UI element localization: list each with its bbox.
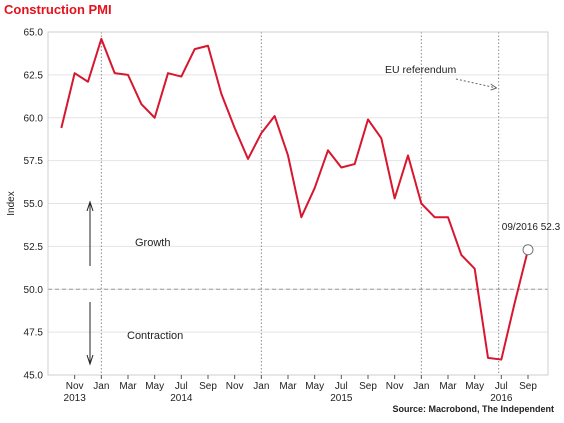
y-tick-label: 57.5 <box>24 156 44 167</box>
x-tick-label: Mar <box>119 381 137 392</box>
x-tick-label: Jul <box>495 381 508 392</box>
x-tick-label: Sep <box>519 381 537 392</box>
eu-referendum-label: EU referendum <box>385 64 456 76</box>
chart-title: Construction PMI <box>4 2 112 17</box>
annotations: 09/2016 52.3 EU referendum Growth Contracti… <box>86 64 561 366</box>
y-tick-label: 47.5 <box>24 328 44 339</box>
plot-area <box>47 31 549 376</box>
contraction-arrowhead <box>86 354 94 366</box>
x-tick-labels: Nov Jan Mar May Jul Sep Nov Jan Mar May Jul Sep Nov J… <box>66 381 538 392</box>
growth-label: Growth <box>135 237 170 249</box>
year-label: 2013 <box>64 393 87 404</box>
x-tick-label: May <box>305 381 324 392</box>
series-layer <box>60 37 529 361</box>
pmi-series-line <box>60 37 529 361</box>
year-label: 2014 <box>170 393 193 404</box>
x-tick-label: Mar <box>439 381 457 392</box>
y-tick-label: 55.0 <box>24 199 44 210</box>
eu-referendum-pointer <box>455 78 497 89</box>
x-tick-label: Mar <box>279 381 297 392</box>
x-tick-label: Nov <box>226 381 244 392</box>
y-tick-label: 45.0 <box>24 371 44 382</box>
x-tick-label: Jan <box>413 381 429 392</box>
y-tick-label: 65.0 <box>24 28 44 39</box>
x-tick-label: Nov <box>386 381 404 392</box>
y-tick-label: 50.0 <box>24 285 44 296</box>
y-axis-label: Index <box>6 191 17 215</box>
contraction-label: Contraction <box>127 330 183 342</box>
x-tick-label: Sep <box>199 381 217 392</box>
x-tick-label: Jul <box>175 381 188 392</box>
x-tick-label: Jan <box>93 381 109 392</box>
x-tick-label: May <box>465 381 484 392</box>
x-tick-label: Jan <box>253 381 269 392</box>
source-note: Source: Macrobond, The Independent <box>392 404 554 414</box>
y-tick-label: 62.5 <box>24 70 44 81</box>
growth-arrowhead <box>86 200 94 212</box>
axes: Index <box>6 31 549 379</box>
x-tick-label: Nov <box>66 381 84 392</box>
eu-referendum-arrowhead <box>490 83 497 91</box>
data-point-label: 09/2016 52.3 <box>502 222 561 233</box>
y-tick-label: 60.0 <box>24 113 44 124</box>
y-tick-labels: 45.0 47.5 50.0 52.5 55.0 57.5 60.0 62.5 65.0 <box>24 28 44 382</box>
x-tick-label: Sep <box>359 381 377 392</box>
highlighted-data-point <box>522 244 534 256</box>
x-tick-label: May <box>145 381 164 392</box>
year-label: 2015 <box>330 393 353 404</box>
year-label: 2016 <box>490 393 513 404</box>
year-labels: 2013 2014 2015 2016 <box>64 393 513 404</box>
y-tick-label: 52.5 <box>24 242 44 253</box>
x-tick-label: Jul <box>335 381 348 392</box>
